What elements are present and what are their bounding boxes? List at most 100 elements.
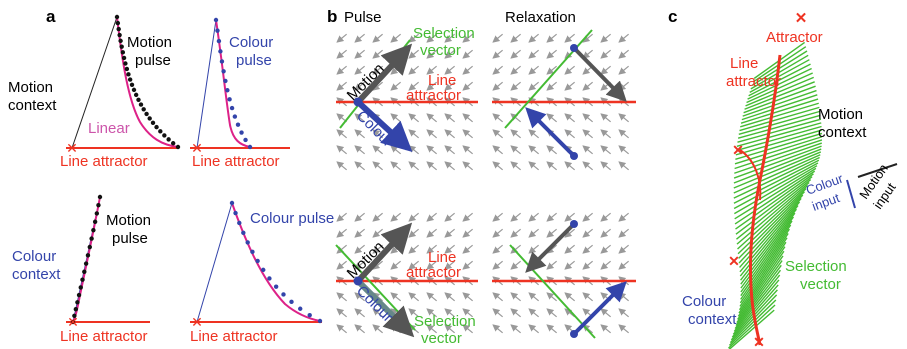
field-arrow [444,65,456,75]
trajectory-dot [175,144,181,150]
trajectory-dot [215,28,220,33]
selection-vector-line [736,179,812,240]
field-arrow [444,33,456,43]
selection-vector-line [739,237,788,307]
line-attractor-label-1: Line [428,249,456,266]
field-arrow [618,49,630,59]
colour-pulse-label: Colour pulse [250,210,334,227]
attractor-x-mark: ✕ [795,10,808,27]
trajectory-dot [96,202,101,208]
field-arrow [354,228,366,238]
selection-vector-line [736,122,822,148]
field-arrow [354,81,366,91]
field-arrow [546,65,558,75]
field-arrow [600,33,612,43]
linear-trajectory [196,202,233,323]
panel-a-bottom-left: ✕ Colour context Motion pulse Line attra… [12,194,151,345]
trajectory-dot [94,211,100,216]
trajectory-dot [232,114,238,119]
field-arrow [546,308,558,318]
field-arrow [582,292,594,302]
fixed-point-x-mark: ✕ [732,142,744,158]
trajectory-dot [124,66,130,72]
line-attractor-label-1: Line [428,72,456,89]
selection-vector-line [746,72,813,104]
relaxation-column-title: Relaxation [505,9,576,26]
linear-trajectory [71,16,118,149]
trajectory-dot [150,120,156,126]
trajectory-dots [70,194,103,325]
colour-start-dot [570,152,578,160]
field-arrow [618,292,630,302]
field-arrow [444,81,456,91]
trajectory-dot [241,230,246,235]
field-arrow [600,212,612,222]
trajectory-dot [138,102,144,107]
motion-input-axis [857,163,898,178]
field-arrow [618,260,630,270]
selection-vector-line [733,154,821,194]
field-arrow [354,145,366,155]
field-arrow [546,81,558,91]
trajectory-dot [73,307,79,312]
field-arrow [546,212,558,222]
field-arrow [510,324,522,334]
line-attractor-label-1: Line [730,55,758,72]
colour-pulse-label-1: Colour [229,34,273,51]
field-arrow [492,65,504,75]
field-arrow [546,49,558,59]
field-arrow [462,33,474,43]
trajectory-dot [243,137,248,143]
fixed-point-x-mark: ✕ [753,334,765,349]
trajectory-dots [229,200,323,324]
field-arrow [600,308,612,318]
field-arrow [426,324,438,334]
selection-vector-line [740,98,819,124]
field-arrow [354,33,366,43]
trajectory-dot [118,38,123,44]
field-arrow [582,145,594,155]
field-arrow [408,228,420,238]
field-arrow [546,324,558,334]
selection-vector-line [739,233,789,304]
field-arrow [336,161,348,171]
field-arrow [582,81,594,91]
selection-vector [509,244,596,339]
field-arrow [564,244,576,254]
trajectory-dot [89,236,94,241]
field-arrow [492,161,504,171]
field-arrow [510,145,522,155]
motion-pulse-label-2: pulse [135,52,171,69]
field-arrow [582,33,594,43]
line-attractor-label: Line attractor [190,328,278,345]
field-arrow [426,212,438,222]
colour-pulse-label-2: pulse [236,52,272,69]
state-dot [353,97,363,107]
field-arrow [528,145,540,155]
selection-vector-line [735,129,822,156]
field-arrow [546,292,558,302]
field-arrow [492,129,504,139]
field-arrow [444,244,456,254]
field-arrow [426,228,438,238]
colour-context-label-1: Colour [12,248,56,265]
field-arrow [426,129,438,139]
selection-vector-line [734,142,823,174]
field-arrow [408,212,420,222]
field-arrow [564,161,576,171]
field-arrow [426,145,438,155]
field-arrow [390,81,402,91]
field-arrow [582,212,594,222]
field-arrow [564,308,576,318]
trajectory-dot [114,14,120,20]
selection-vector-line [734,165,818,215]
field-arrow [546,33,558,43]
motion-pulse-label-2: pulse [112,230,148,247]
trajectory-dot [119,44,124,49]
field-arrow [582,228,594,238]
colour-pulse-arrow [355,99,413,153]
trajectory-dot [120,50,126,55]
field-arrow [546,228,558,238]
field-arrow [408,129,420,139]
field-arrow [510,49,522,59]
